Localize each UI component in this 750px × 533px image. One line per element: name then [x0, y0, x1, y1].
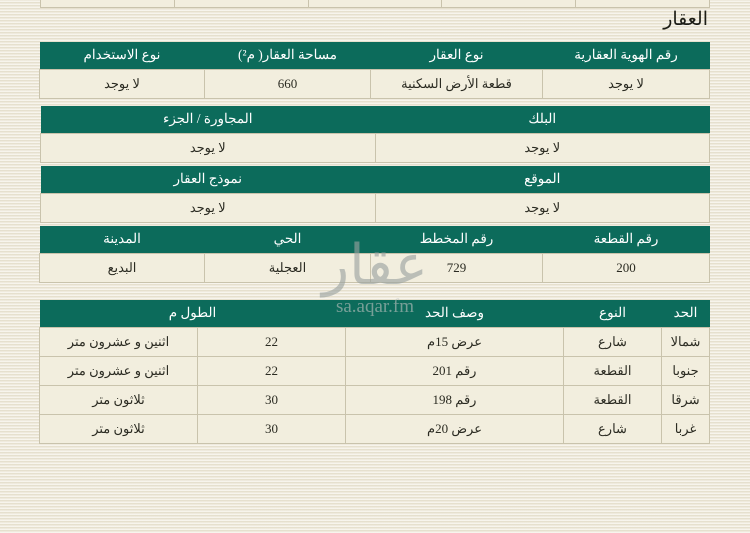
table-row: لا يوجد قطعة الأرض السكنية 660 لا يوجد — [39, 68, 710, 99]
table-row: لا يوجد لا يوجد — [40, 132, 710, 163]
table-header-row: رقم الهوية العقارية نوع العقار مساحة الع… — [39, 42, 710, 69]
cell-property-area: 660 — [204, 68, 371, 99]
table-row: جنوبا القطعة رقم 201 22 اثنين و عشرون مت… — [39, 355, 710, 386]
column-header-boundary-type: النوع — [563, 300, 662, 327]
cell-length-number: 22 — [197, 326, 346, 357]
column-header-usage-type: نوع الاستخدام — [39, 42, 205, 69]
fragment-cell — [173, 0, 308, 7]
table-header-row: البلك المجاورة / الجزء — [40, 106, 710, 133]
cell-boundary-type: القطعة — [563, 384, 662, 415]
column-header-boundary-description: وصف الحد — [345, 300, 564, 327]
table-row: 200 729 العجلية البديع — [39, 252, 710, 283]
column-header-city: المدينة — [39, 226, 205, 253]
column-header-block: البلك — [375, 106, 710, 133]
plot-details-table: رقم القطعة رقم المخطط الحي المدينة 200 7… — [39, 226, 710, 283]
cell-boundary: شرقا — [661, 384, 710, 415]
table-row: شمالا شارع عرض 15م 22 اثنين و عشرون متر — [39, 326, 710, 357]
boundaries-table: الحد النوع وصف الحد الطول م شمالا شارع ع… — [39, 300, 710, 444]
fragment-cell — [441, 0, 575, 7]
cell-boundary-type: القطعة — [563, 355, 662, 386]
column-header-property-area: مساحة العقار( م²) — [204, 42, 371, 69]
cell-length-number: 22 — [197, 355, 346, 386]
page-title: العقار — [663, 9, 708, 30]
location-details-table: الموقع نموذج العقار لا يوجد لا يوجد — [40, 166, 710, 223]
cell-location: لا يوجد — [374, 192, 710, 223]
cell-length-words: ثلاثون متر — [39, 413, 198, 444]
property-details-table: رقم الهوية العقارية نوع العقار مساحة الع… — [39, 42, 710, 99]
table-row: شرقا القطعة رقم 198 30 ثلاثون متر — [39, 384, 710, 415]
cell-property-type: قطعة الأرض السكنية — [370, 68, 543, 99]
cell-adjacent-part: لا يوجد — [40, 132, 376, 163]
column-header-boundary: الحد — [661, 300, 710, 327]
cell-block: لا يوجد — [374, 132, 710, 163]
column-header-adjacent-part: المجاورة / الجزء — [40, 106, 375, 133]
fragment-cell — [41, 0, 174, 7]
cut-off-table-fragment — [40, 0, 710, 8]
cell-plot-number: 200 — [542, 252, 710, 283]
cell-length-words: ثلاثون متر — [39, 384, 198, 415]
cell-length-number: 30 — [197, 413, 346, 444]
cell-usage-type: لا يوجد — [39, 68, 205, 99]
column-header-location: الموقع — [375, 166, 710, 193]
block-details-table: البلك المجاورة / الجزء لا يوجد لا يوجد — [40, 106, 710, 163]
cell-boundary-type: شارع — [563, 326, 662, 357]
column-header-plan-number: رقم المخطط — [370, 226, 543, 253]
cell-boundary-description: رقم 201 — [345, 355, 564, 386]
table-header-row: الحد النوع وصف الحد الطول م — [39, 300, 710, 327]
cell-district: العجلية — [204, 252, 371, 283]
cell-length-words: اثنين و عشرون متر — [39, 355, 198, 386]
cell-boundary-description: عرض 15م — [345, 326, 564, 357]
cell-boundary: جنوبا — [661, 355, 710, 386]
table-header-row: الموقع نموذج العقار — [40, 166, 710, 193]
table-row: غربا شارع عرض 20م 30 ثلاثون متر — [39, 413, 710, 444]
fragment-cell — [575, 0, 709, 7]
column-header-property-model: نموذج العقار — [40, 166, 375, 193]
cell-boundary-type: شارع — [563, 413, 662, 444]
column-header-plot-number: رقم القطعة — [542, 226, 710, 253]
cell-length-number: 30 — [197, 384, 346, 415]
boundaries-table-body: شمالا شارع عرض 15م 22 اثنين و عشرون متر … — [39, 326, 710, 444]
column-header-length-meters: الطول م — [39, 300, 346, 327]
table-header-row: رقم القطعة رقم المخطط الحي المدينة — [39, 226, 710, 253]
fragment-cell — [307, 0, 442, 7]
cell-boundary: غربا — [661, 413, 710, 444]
column-header-property-type: نوع العقار — [370, 42, 543, 69]
cell-city: البديع — [39, 252, 205, 283]
table-row: لا يوجد لا يوجد — [40, 192, 710, 223]
cell-boundary-description: رقم 198 — [345, 384, 564, 415]
cell-boundary-description: عرض 20م — [345, 413, 564, 444]
cell-real-estate-id: لا يوجد — [542, 68, 710, 99]
cell-property-model: لا يوجد — [40, 192, 376, 223]
cell-length-words: اثنين و عشرون متر — [39, 326, 198, 357]
column-header-real-estate-id: رقم الهوية العقارية — [542, 42, 710, 69]
cell-boundary: شمالا — [661, 326, 710, 357]
column-header-district: الحي — [204, 226, 371, 253]
cell-plan-number: 729 — [370, 252, 543, 283]
